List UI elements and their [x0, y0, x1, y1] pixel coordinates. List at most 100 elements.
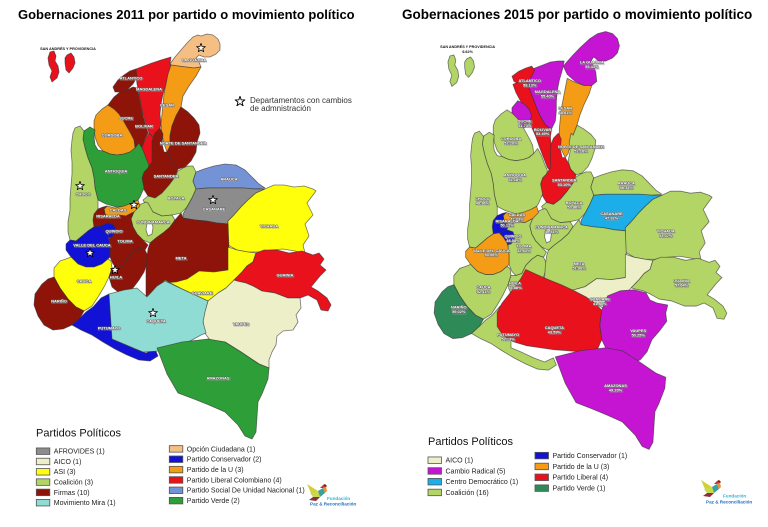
svg-text:BOLIVAR: BOLIVAR — [136, 124, 154, 129]
svg-text:CUNDINAMARCA: CUNDINAMARCA — [136, 219, 169, 224]
svg-text:META: META — [574, 261, 585, 266]
svg-text:VALLE DEL CAUCA: VALLE DEL CAUCA — [73, 242, 111, 247]
svg-text:Coalición (3): Coalición (3) — [54, 480, 93, 487]
svg-text:SANTANDER: SANTANDER — [552, 178, 577, 183]
svg-text:ATLANTICO: ATLANTICO — [518, 78, 540, 83]
svg-text:VAUPES: VAUPES — [233, 321, 249, 326]
svg-text:CALDAS: CALDAS — [509, 213, 526, 218]
svg-text:57.64%: 57.64% — [675, 283, 689, 288]
svg-text:NORTE DE SANTANDER: NORTE DE SANTANDER — [558, 144, 604, 149]
svg-text:Centro Democrático (1): Centro Democrático (1) — [446, 479, 519, 486]
svg-text:VAUPES: VAUPES — [631, 329, 647, 334]
svg-text:Partido Conservador (2): Partido Conservador (2) — [187, 457, 262, 464]
svg-text:NARIÑO: NARIÑO — [451, 305, 467, 310]
svg-text:49.36%: 49.36% — [476, 200, 490, 205]
svg-text:Partido de la U (3): Partido de la U (3) — [553, 464, 610, 471]
svg-text:VICHADA: VICHADA — [657, 229, 675, 234]
svg-text:ASI (3): ASI (3) — [54, 469, 76, 476]
svg-text:BOLIVAR: BOLIVAR — [135, 123, 153, 128]
svg-text:ANTIOQUIA: ANTIOQUIA — [105, 169, 128, 174]
svg-text:ARAUCA: ARAUCA — [618, 181, 635, 186]
svg-text:46.58%: 46.58% — [506, 238, 520, 243]
svg-text:AMAZONAS: AMAZONAS — [206, 375, 229, 380]
svg-text:SUCRE: SUCRE — [518, 119, 532, 124]
svg-text:NARIÑO: NARIÑO — [452, 305, 468, 310]
svg-text:52.41%: 52.41% — [477, 289, 491, 294]
svg-text:AMAZONAS: AMAZONAS — [207, 376, 230, 381]
svg-text:Partido Verde (2): Partido Verde (2) — [187, 498, 240, 505]
svg-text:56.34%: 56.34% — [620, 186, 634, 191]
svg-text:HUILA: HUILA — [509, 280, 521, 285]
svg-text:GUAINIA: GUAINIA — [277, 273, 294, 278]
svg-text:SAN ANDRÉS Y PROVIDENCIA: SAN ANDRÉS Y PROVIDENCIA — [440, 44, 495, 49]
svg-text:SUCRE: SUCRE — [119, 115, 133, 120]
svg-text:ATLANTICO: ATLANTICO — [519, 79, 541, 84]
svg-text:MAGDALENA: MAGDALENA — [535, 90, 561, 95]
svg-text:51.90%: 51.90% — [573, 266, 587, 271]
svg-text:CAUCA: CAUCA — [77, 279, 92, 284]
svg-text:QUINDIO: QUINDIO — [106, 229, 123, 234]
svg-text:BOLIVAR: BOLIVAR — [534, 127, 552, 132]
svg-text:52.20%: 52.20% — [504, 140, 518, 145]
svg-text:HUILA: HUILA — [510, 281, 522, 286]
svg-text:53.49%: 53.49% — [536, 131, 550, 136]
svg-text:53.13%: 53.13% — [502, 337, 516, 342]
svg-text:META: META — [175, 255, 186, 260]
svg-text:41.88%: 41.88% — [594, 302, 608, 307]
svg-text:CASANARE: CASANARE — [600, 211, 623, 216]
svg-text:55.43%: 55.43% — [586, 65, 600, 70]
svg-text:MAGDALENA: MAGDALENA — [136, 86, 162, 91]
svg-text:GUAINIA: GUAINIA — [673, 278, 690, 283]
svg-text:CUNDINAMARCA: CUNDINAMARCA — [137, 220, 170, 225]
svg-text:Partidos Políticos: Partidos Políticos — [36, 428, 121, 440]
svg-text:ATLANTICO: ATLANTICO — [120, 76, 143, 81]
svg-text:LA GUAJIRA: LA GUAJIRA — [182, 58, 206, 63]
svg-text:HUILA: HUILA — [110, 275, 122, 280]
svg-text:55.43%: 55.43% — [585, 64, 599, 69]
svg-text:BOYACA: BOYACA — [168, 195, 185, 200]
svg-text:51.90%: 51.90% — [572, 265, 586, 270]
svg-text:49.36%: 49.36% — [476, 201, 490, 206]
svg-text:Fundación: Fundación — [327, 496, 350, 501]
svg-text:CESAR: CESAR — [559, 106, 573, 111]
svg-text:47.92%: 47.92% — [605, 216, 619, 221]
svg-text:Gobernaciones 2015 por partido: Gobernaciones 2015 por partido o movimie… — [402, 7, 752, 22]
svg-text:Partido Liberal (4): Partido Liberal (4) — [553, 475, 609, 482]
svg-text:ARAUCA: ARAUCA — [221, 177, 238, 182]
svg-text:6.62%: 6.62% — [462, 50, 473, 54]
svg-text:54.88%: 54.88% — [509, 285, 523, 290]
svg-text:SAN ANDRÉS Y PROVIDENCIA: SAN ANDRÉS Y PROVIDENCIA — [40, 46, 96, 51]
svg-text:GUAVIARE: GUAVIARE — [192, 291, 213, 296]
svg-text:ARAUCA: ARAUCA — [618, 181, 635, 186]
svg-text:VICHADA: VICHADA — [260, 223, 278, 228]
svg-text:SANTANDER: SANTANDER — [553, 178, 578, 183]
svg-text:55.40%: 55.40% — [541, 94, 555, 99]
svg-text:Paz & Reconciliación: Paz & Reconciliación — [706, 500, 752, 505]
svg-text:Partido Social De Unidad Nacio: Partido Social De Unidad Nacional (1) — [187, 488, 305, 495]
svg-text:ARAUCA: ARAUCA — [220, 176, 237, 181]
svg-text:VALLE DEL CAUCA: VALLE DEL CAUCA — [74, 243, 112, 248]
svg-text:NARIÑO: NARIÑO — [51, 298, 67, 303]
svg-text:de admnistración: de admnistración — [250, 104, 311, 113]
svg-text:PUTUMAYO: PUTUMAYO — [98, 326, 121, 331]
svg-text:58.13%: 58.13% — [524, 83, 538, 88]
svg-text:NORTE DE SANTANDER: NORTE DE SANTANDER — [160, 140, 207, 145]
svg-text:CASANARE: CASANARE — [203, 207, 226, 212]
svg-text:RISARALDA: RISARALDA — [97, 214, 121, 219]
svg-text:52.18%: 52.18% — [508, 177, 522, 182]
svg-text:50.12%: 50.12% — [501, 223, 515, 228]
svg-text:Partido de la U (3): Partido de la U (3) — [187, 467, 244, 474]
svg-text:46.58%: 46.58% — [507, 239, 521, 244]
svg-text:57.64%: 57.64% — [675, 283, 689, 288]
svg-text:CESAR: CESAR — [558, 105, 572, 110]
svg-text:49.20%: 49.20% — [609, 387, 623, 392]
svg-text:RISARALDA: RISARALDA — [495, 218, 518, 223]
svg-text:48.61%: 48.61% — [559, 110, 573, 115]
svg-text:GUAVIARE: GUAVIARE — [589, 296, 610, 301]
svg-text:QUINDIO: QUINDIO — [505, 234, 522, 239]
svg-text:VALLE DEL CAUCA: VALLE DEL CAUCA — [473, 248, 510, 253]
svg-text:CUNDINAMARCA: CUNDINAMARCA — [535, 224, 568, 229]
svg-text:53.07%: 53.07% — [660, 233, 674, 238]
svg-text:LA GUAJIRA: LA GUAJIRA — [580, 60, 604, 65]
svg-text:Gobernaciones 2011 por partido: Gobernaciones 2011 por partido o movimie… — [18, 7, 355, 22]
